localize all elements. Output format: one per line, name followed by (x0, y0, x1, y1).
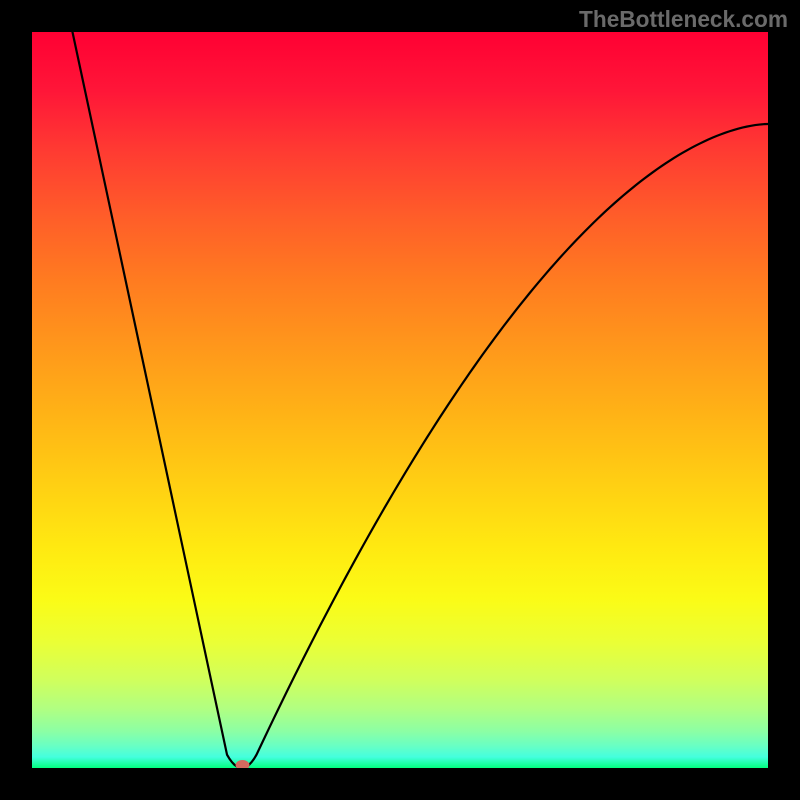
gradient-background (32, 32, 768, 768)
plot-svg (32, 32, 768, 768)
plot-area (32, 32, 768, 768)
watermark-text: TheBottleneck.com (579, 6, 788, 33)
chart-container: TheBottleneck.com (0, 0, 800, 800)
